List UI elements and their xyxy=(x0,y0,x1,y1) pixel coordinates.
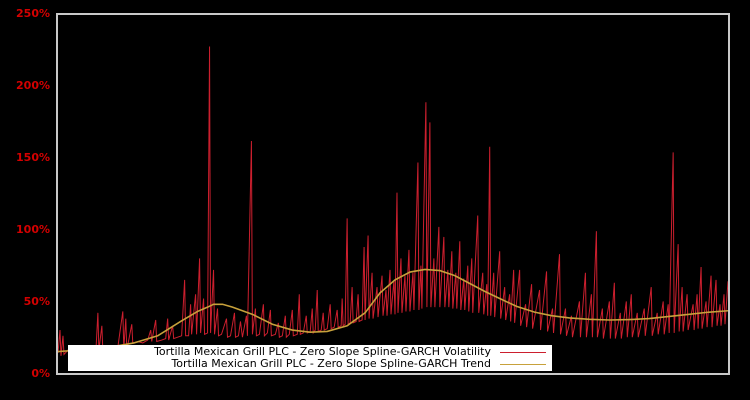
volatility-chart-canvas xyxy=(58,15,728,373)
y-axis-tick-label: 50% xyxy=(23,295,50,308)
legend-label-trend: Tortilla Mexican Grill PLC - Zero Slope … xyxy=(171,357,491,370)
legend-trend-line-icon xyxy=(500,363,546,365)
legend: Tortilla Mexican Grill PLC - Zero Slope … xyxy=(68,345,552,371)
legend-item-volatility: Tortilla Mexican Grill PLC - Zero Slope … xyxy=(70,346,546,358)
y-axis: 0% 50% 100% 150% 200% 250% xyxy=(0,0,52,400)
legend-label-volatility: Tortilla Mexican Grill PLC - Zero Slope … xyxy=(154,345,491,358)
y-axis-tick-label: 100% xyxy=(16,223,50,236)
y-axis-tick-label: 250% xyxy=(16,7,50,20)
volatility-series-line xyxy=(58,47,728,356)
legend-item-trend: Tortilla Mexican Grill PLC - Zero Slope … xyxy=(70,358,546,370)
plot-area xyxy=(56,13,730,375)
trend-series-line xyxy=(58,269,728,351)
y-axis-tick-label: 200% xyxy=(16,79,50,92)
y-axis-tick-label: 0% xyxy=(31,367,50,380)
y-axis-tick-label: 150% xyxy=(16,151,50,164)
legend-volatility-line-icon xyxy=(500,351,546,353)
